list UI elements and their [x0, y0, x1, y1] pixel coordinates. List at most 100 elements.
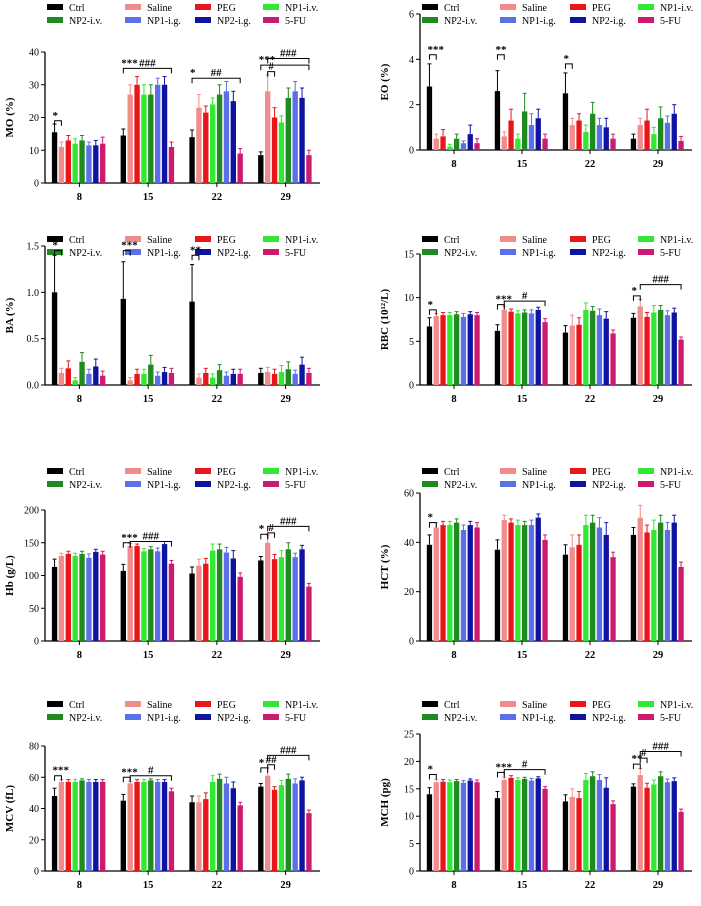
x-tick-label: 22: [585, 650, 596, 661]
bar: [426, 794, 433, 871]
y-tick-label: 0: [409, 867, 414, 878]
bar: [237, 153, 243, 183]
bar: [501, 520, 507, 641]
bar: [658, 309, 664, 385]
significance-label: ###: [280, 515, 297, 527]
bar: [93, 551, 99, 641]
bar: [51, 566, 58, 641]
bar: [148, 94, 154, 183]
y-axis-title: MCH (pg): [379, 778, 391, 827]
bar: [285, 97, 291, 183]
legend-label: NP2-i.v.: [69, 480, 102, 491]
bar: [216, 549, 223, 641]
legend-label: PEG: [592, 700, 611, 711]
bar: [630, 534, 637, 641]
bar: [79, 140, 85, 183]
bar: [433, 782, 439, 871]
legend-label: NP2-i.g.: [592, 480, 626, 491]
bar: [196, 802, 202, 871]
bar: [58, 555, 65, 641]
bar: [278, 785, 285, 871]
bar: [658, 776, 664, 871]
significance-label: ###: [652, 274, 669, 286]
bar: [189, 301, 195, 385]
significance-label: *: [427, 764, 433, 776]
bar: [216, 94, 223, 183]
legend-label: PEG: [592, 3, 611, 14]
x-tick-label: 15: [143, 394, 154, 405]
bar: [100, 554, 106, 641]
bar: [306, 372, 312, 385]
legend-label: 5-FU: [285, 248, 307, 259]
bar: [474, 143, 480, 150]
significance-bracket: [503, 769, 546, 775]
legend-swatch: [125, 249, 141, 255]
bar: [216, 778, 223, 871]
bar: [79, 780, 85, 871]
bar: [542, 539, 548, 641]
significance-label: *: [427, 512, 433, 524]
panel-mch: Ctrl Saline PEG NP1-i.v. NP2-i.v. NP1-i.g. NP2…: [379, 700, 693, 891]
bar: [168, 146, 175, 183]
bar: [467, 525, 473, 641]
y-tick-label: 0.0: [27, 381, 40, 392]
y-tick-label: 100: [24, 571, 39, 582]
legend-swatch: [195, 4, 211, 10]
bar: [671, 781, 677, 871]
legend-swatch: [638, 701, 654, 707]
legend-swatch: [638, 468, 654, 474]
legend-swatch: [195, 468, 211, 474]
bar: [306, 586, 312, 641]
bar: [576, 798, 582, 871]
legend-swatch: [263, 4, 279, 10]
legend-swatch: [422, 468, 438, 474]
bar: [562, 332, 569, 385]
significance-label: ***: [427, 44, 444, 56]
bar: [155, 551, 161, 641]
bar: [120, 800, 126, 871]
bar: [501, 136, 507, 150]
significance-bracket: [428, 54, 437, 60]
bar: [51, 132, 58, 183]
legend-swatch: [125, 236, 141, 242]
significance-bracket: [639, 751, 682, 757]
significance-label: ##: [266, 754, 278, 766]
bar: [285, 549, 291, 641]
bar: [644, 316, 650, 385]
bar: [576, 324, 582, 385]
bar: [508, 777, 514, 871]
legend-label: NP2-i.g.: [592, 16, 626, 27]
significance-bracket: [122, 250, 131, 256]
legend-swatch: [47, 481, 63, 487]
y-tick-label: 0: [409, 146, 414, 157]
legend-label: 5-FU: [660, 480, 682, 491]
y-tick-label: 1.5: [27, 242, 40, 253]
bar: [196, 107, 202, 183]
bar: [79, 553, 85, 641]
panel-ba: Ctrl Saline PEG NP1-i.v. NP2-i.v. NP1-i.g. NP2…: [4, 235, 320, 405]
panel-rbc: Ctrl Saline PEG NP1-i.v. NP2-i.v. NP1-i.g. NP2…: [379, 235, 693, 405]
legend-label: Ctrl: [69, 3, 85, 14]
legend-swatch: [195, 714, 211, 720]
significance-bracket: [632, 763, 641, 770]
legend-label: PEG: [592, 467, 611, 478]
bar: [100, 781, 106, 871]
x-tick-label: 22: [585, 159, 596, 170]
bar: [630, 317, 637, 385]
legend-swatch: [422, 481, 438, 487]
bar: [86, 557, 92, 641]
legend-swatch: [500, 468, 516, 474]
significance-bracket: [496, 54, 505, 60]
x-tick-label: 15: [517, 880, 528, 891]
bar: [210, 377, 216, 385]
bar: [58, 146, 65, 183]
significance-bracket: [564, 63, 573, 69]
bar: [583, 131, 589, 150]
legend-swatch: [570, 701, 586, 707]
legend-label: NP2-i.v.: [444, 16, 477, 27]
legend-label: NP1-i.v.: [660, 235, 693, 246]
bar: [134, 84, 140, 183]
bar: [203, 112, 209, 183]
legend-label: NP1-i.g.: [147, 16, 181, 27]
